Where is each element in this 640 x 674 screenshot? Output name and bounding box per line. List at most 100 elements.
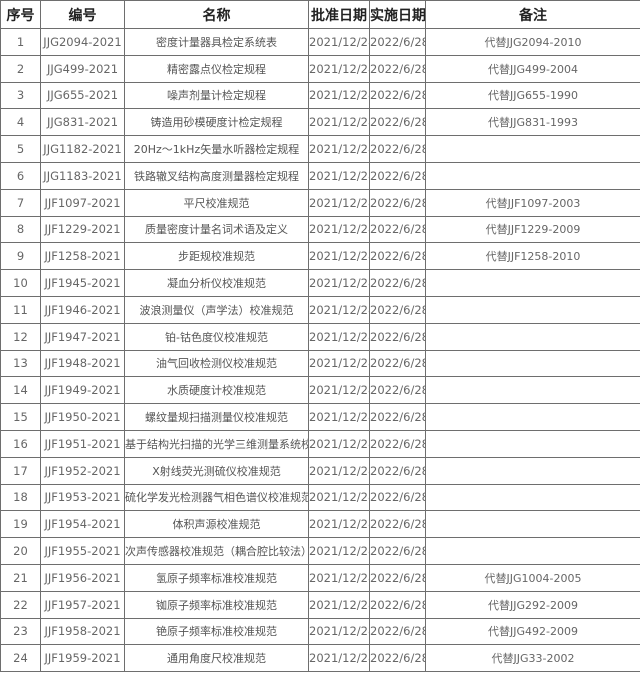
remarks-cell <box>425 295 640 324</box>
effective-date-cell: 2022/6/28 <box>369 590 426 619</box>
index-cell: 10 <box>0 269 41 297</box>
remarks-cell: 代替JJG492-2009 <box>425 617 640 646</box>
table-row: 9 JJF1258-2021 步距规校准规范 2021/12/28 2022/6/28 代… <box>0 242 640 271</box>
name-cell: 体积声源校准规范 <box>124 510 309 539</box>
approval-date-cell: 2021/12/28 <box>308 54 370 83</box>
approval-date-cell: 2021/12/28 <box>308 161 370 190</box>
code-cell: JJG831-2021 <box>40 108 125 137</box>
effective-date-cell: 2022/6/28 <box>369 644 426 673</box>
table-row: 1 JJG2094-2021 密度计量器具检定系统表 2021/12/28 2022/6… <box>0 28 640 56</box>
remarks-cell: 代替JJG2094-2010 <box>425 28 640 56</box>
name-cell: X射线荧光测硫仪校准规范 <box>124 456 309 485</box>
name-cell: 硫化学发光检测器气相色谱仪校准规范 <box>124 483 309 512</box>
code-cell: JJF1947-2021 <box>40 322 125 351</box>
name-cell: 铯原子频率标准校准规范 <box>124 617 309 646</box>
table-row: 20 JJF1955-2021 次声传感器校准规范（耦合腔比较法） 2021/12/2… <box>0 537 640 565</box>
table-row: 12 JJF1947-2021 铂-钴色度仪校准规范 2021/12/28 2022/6… <box>0 322 640 351</box>
table-row: 13 JJF1948-2021 油气回收检测仪校准规范 2021/12/28 2022/… <box>0 349 640 378</box>
approval-date-cell: 2021/12/28 <box>308 590 370 619</box>
name-cell: 凝血分析仪校准规范 <box>124 269 309 297</box>
name-cell: 氢原子频率标准校准规范 <box>124 563 309 592</box>
index-cell: 3 <box>0 81 41 110</box>
table-row: 6 JJG1183-2021 铁路辙叉结构高度测量器检定规程 2021/12/28 20… <box>0 161 640 190</box>
table-row: 21 JJF1956-2021 氢原子频率标准校准规范 2021/12/28 2022/… <box>0 563 640 592</box>
code-cell: JJF1097-2021 <box>40 188 125 217</box>
code-cell: JJF1948-2021 <box>40 349 125 378</box>
header-remarks: 备注 <box>425 0 640 29</box>
code-cell: JJF1258-2021 <box>40 242 125 271</box>
effective-date-cell: 2022/6/28 <box>369 242 426 271</box>
table-row: 23 JJF1958-2021 铯原子频率标准校准规范 2021/12/28 2022/… <box>0 617 640 646</box>
header-row: 序号 编号 名称 批准日期 实施日期 备注 <box>0 0 640 29</box>
effective-date-cell: 2022/6/28 <box>369 563 426 592</box>
effective-date-cell: 2022/6/28 <box>369 269 426 297</box>
index-cell: 11 <box>0 295 41 324</box>
code-cell: JJF1949-2021 <box>40 376 125 405</box>
approval-date-cell: 2021/12/28 <box>308 322 370 351</box>
approval-date-cell: 2021/12/28 <box>308 537 370 565</box>
approval-date-cell: 2021/12/28 <box>308 215 370 244</box>
remarks-cell <box>425 376 640 405</box>
code-cell: JJF1953-2021 <box>40 483 125 512</box>
effective-date-cell: 2022/6/28 <box>369 295 426 324</box>
effective-date-cell: 2022/6/28 <box>369 483 426 512</box>
effective-date-cell: 2022/6/28 <box>369 81 426 110</box>
approval-date-cell: 2021/12/28 <box>308 242 370 271</box>
name-cell: 步距规校准规范 <box>124 242 309 271</box>
code-cell: JJF1956-2021 <box>40 563 125 592</box>
index-cell: 14 <box>0 376 41 405</box>
remarks-cell <box>425 161 640 190</box>
index-cell: 18 <box>0 483 41 512</box>
approval-date-cell: 2021/12/28 <box>308 510 370 539</box>
code-cell: JJF1958-2021 <box>40 617 125 646</box>
effective-date-cell: 2022/6/28 <box>369 510 426 539</box>
table-row: 2 JJG499-2021 精密露点仪检定规程 2021/12/28 2022/6/28… <box>0 54 640 83</box>
remarks-cell <box>425 349 640 378</box>
remarks-cell <box>425 322 640 351</box>
remarks-cell: 代替JJG499-2004 <box>425 54 640 83</box>
name-cell: 铸造用砂模硬度计检定规程 <box>124 108 309 137</box>
effective-date-cell: 2022/6/28 <box>369 322 426 351</box>
index-cell: 2 <box>0 54 41 83</box>
remarks-cell: 代替JJG1004-2005 <box>425 563 640 592</box>
effective-date-cell: 2022/6/28 <box>369 403 426 431</box>
approval-date-cell: 2021/12/28 <box>308 483 370 512</box>
header-index: 序号 <box>0 0 41 29</box>
approval-date-cell: 2021/12/28 <box>308 108 370 137</box>
approval-date-cell: 2021/12/28 <box>308 28 370 56</box>
code-cell: JJG2094-2021 <box>40 28 125 56</box>
table-row: 22 JJF1957-2021 铷原子频率标准校准规范 2021/12/28 2022/… <box>0 590 640 619</box>
code-cell: JJF1951-2021 <box>40 429 125 458</box>
remarks-cell: 代替JJG292-2009 <box>425 590 640 619</box>
remarks-cell: 代替JJF1097-2003 <box>425 188 640 217</box>
approval-date-cell: 2021/12/28 <box>308 376 370 405</box>
approval-date-cell: 2021/12/28 <box>308 295 370 324</box>
remarks-cell: 代替JJG655-1990 <box>425 81 640 110</box>
effective-date-cell: 2022/6/28 <box>369 349 426 378</box>
approval-date-cell: 2021/12/28 <box>308 349 370 378</box>
index-cell: 12 <box>0 322 41 351</box>
index-cell: 21 <box>0 563 41 592</box>
table-row: 8 JJF1229-2021 质量密度计量名词术语及定义 2021/12/28 2022… <box>0 215 640 244</box>
approval-date-cell: 2021/12/28 <box>308 135 370 163</box>
name-cell: 平尺校准规范 <box>124 188 309 217</box>
code-cell: JJF1959-2021 <box>40 644 125 673</box>
effective-date-cell: 2022/6/28 <box>369 108 426 137</box>
remarks-cell: 代替JJF1229-2009 <box>425 215 640 244</box>
effective-date-cell: 2022/6/28 <box>369 161 426 190</box>
table-row: 5 JJG1182-2021 20Hz～1kHz矢量水听器检定规程 2021/12/2… <box>0 135 640 163</box>
code-cell: JJG1183-2021 <box>40 161 125 190</box>
effective-date-cell: 2022/6/28 <box>369 456 426 485</box>
name-cell: 波浪测量仪（声学法）校准规范 <box>124 295 309 324</box>
name-cell: 质量密度计量名词术语及定义 <box>124 215 309 244</box>
effective-date-cell: 2022/6/28 <box>369 429 426 458</box>
remarks-cell: 代替JJG33-2002 <box>425 644 640 673</box>
table-row: 18 JJF1953-2021 硫化学发光检测器气相色谱仪校准规范 2021/12/2… <box>0 483 640 512</box>
name-cell: 20Hz～1kHz矢量水听器检定规程 <box>124 135 309 163</box>
index-cell: 19 <box>0 510 41 539</box>
effective-date-cell: 2022/6/28 <box>369 537 426 565</box>
header-name: 名称 <box>124 0 309 29</box>
table-row: 19 JJF1954-2021 体积声源校准规范 2021/12/28 2022/6/2… <box>0 510 640 539</box>
remarks-cell <box>425 429 640 458</box>
